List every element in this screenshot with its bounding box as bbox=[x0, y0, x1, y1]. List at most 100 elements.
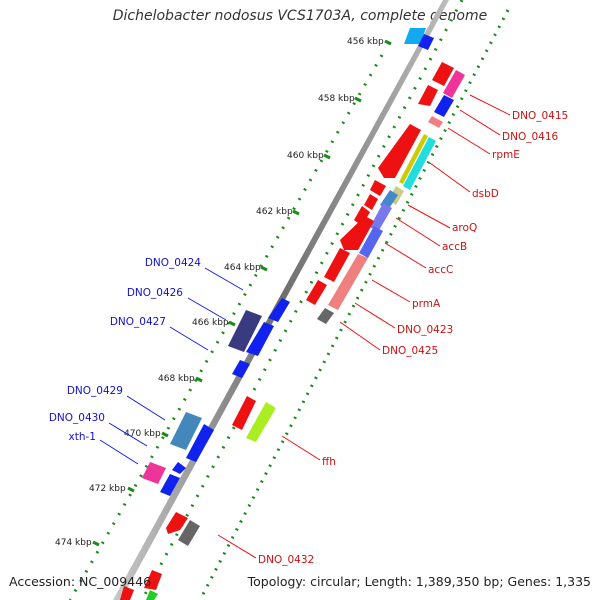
connector bbox=[169, 326, 209, 351]
gene-arrow[interactable] bbox=[170, 412, 202, 450]
connector bbox=[429, 162, 471, 193]
gene-label-xth-1[interactable]: xth-1 bbox=[69, 431, 96, 443]
gene-label-dno-0426[interactable]: DNO_0426 bbox=[127, 287, 183, 299]
ruler-tick-label: 474 kbp bbox=[55, 538, 92, 548]
gene-arrow[interactable] bbox=[142, 462, 166, 484]
gene-arrow[interactable] bbox=[246, 322, 274, 356]
ruler-tick-label: 456 kbp bbox=[347, 37, 384, 47]
ruler-tick bbox=[260, 265, 268, 272]
gene-arrow[interactable] bbox=[268, 298, 290, 322]
map-title: Dichelobacter nodosus VCS1703A, complete… bbox=[112, 8, 488, 24]
gene-label-dno-0415[interactable]: DNO_0415 bbox=[512, 110, 568, 122]
gene-arrow[interactable] bbox=[432, 62, 454, 86]
gene-label-dno-0424[interactable]: DNO_0424 bbox=[145, 257, 201, 269]
gene-arrow[interactable] bbox=[317, 308, 334, 324]
connector bbox=[99, 439, 139, 465]
ruler-tick-label: 458 kbp bbox=[318, 94, 355, 104]
gene-label-dno-0432[interactable]: DNO_0432 bbox=[258, 554, 314, 566]
gene-label-dno-0423[interactable]: DNO_0423 bbox=[397, 324, 453, 336]
gene-label-dno-0416[interactable]: DNO_0416 bbox=[502, 131, 558, 143]
gene-label-accb[interactable]: accB bbox=[442, 241, 467, 253]
gene-arrow[interactable] bbox=[443, 70, 465, 98]
gene-arrow[interactable] bbox=[399, 134, 428, 184]
ruler-tick bbox=[127, 486, 135, 493]
gene-arrow[interactable] bbox=[328, 254, 368, 310]
gene-arrow[interactable] bbox=[228, 310, 262, 352]
gene-arrow[interactable] bbox=[428, 116, 443, 128]
right-gene-labels: DNO_0415 DNO_0416 rpmE dsbD aroQ accB ac… bbox=[258, 110, 568, 566]
topology-text: Topology: circular; Length: 1,389,350 bp… bbox=[247, 574, 591, 589]
gene-arrow[interactable] bbox=[186, 424, 214, 462]
left-label-connectors bbox=[99, 267, 244, 465]
gene-arrow[interactable] bbox=[418, 85, 438, 106]
gene-label-dsbd[interactable]: dsbD bbox=[472, 188, 499, 200]
gene-arrow[interactable] bbox=[324, 248, 350, 282]
gene-arrow[interactable] bbox=[404, 28, 426, 44]
gene-arrow[interactable] bbox=[418, 34, 434, 50]
accession-text: Accession: NC_009446 bbox=[9, 574, 152, 589]
connector bbox=[339, 321, 381, 351]
ruler-tick bbox=[354, 96, 362, 103]
connector bbox=[395, 217, 441, 247]
gene-label-prma[interactable]: prmA bbox=[412, 298, 441, 310]
gene-arrow[interactable] bbox=[354, 206, 370, 226]
ruler-tick bbox=[92, 540, 100, 547]
gene-arrow[interactable] bbox=[178, 520, 200, 546]
ruler-ticks: 456 kbp 458 kbp 460 kbp 462 kbp 464 kbp … bbox=[55, 37, 392, 548]
ruler-tick-label: 470 kbp bbox=[124, 429, 161, 439]
gene-label-dno-0429[interactable]: DNO_0429 bbox=[67, 385, 123, 397]
ruler-tick bbox=[195, 376, 203, 383]
connector bbox=[384, 242, 427, 269]
ruler-tick-label: 472 kbp bbox=[89, 484, 126, 494]
gene-arrow[interactable] bbox=[403, 137, 436, 190]
ruler-tick bbox=[161, 431, 169, 438]
connector bbox=[407, 204, 451, 229]
ruler-tick-label: 466 kbp bbox=[192, 318, 229, 328]
gene-arrow[interactable] bbox=[120, 586, 134, 600]
gene-arrow[interactable] bbox=[160, 474, 180, 496]
connector bbox=[371, 279, 411, 303]
gene-label-dno-0430[interactable]: DNO_0430 bbox=[49, 412, 105, 424]
gene-arrow[interactable] bbox=[144, 570, 162, 590]
gene-label-dno-0425[interactable]: DNO_0425 bbox=[382, 345, 438, 357]
gene-arrow[interactable] bbox=[166, 512, 188, 534]
connector bbox=[459, 109, 501, 136]
ruler-tick-label: 464 kbp bbox=[224, 263, 261, 273]
connector bbox=[354, 302, 396, 329]
forward-strand-genes bbox=[120, 28, 465, 600]
gene-arrow[interactable] bbox=[370, 180, 386, 196]
gene-label-aroq[interactable]: aroQ bbox=[452, 222, 477, 234]
gene-arrow[interactable] bbox=[146, 590, 158, 600]
gene-arrow[interactable] bbox=[232, 360, 250, 378]
gene-arrow[interactable] bbox=[246, 402, 276, 442]
gene-label-accc[interactable]: accC bbox=[428, 264, 453, 276]
gene-arrow[interactable] bbox=[370, 203, 392, 232]
connector bbox=[217, 534, 257, 559]
connector bbox=[187, 297, 227, 321]
gene-arrow[interactable] bbox=[172, 462, 186, 474]
gene-label-rpme[interactable]: rpmE bbox=[492, 149, 520, 161]
ruler-tick bbox=[228, 320, 236, 327]
connector bbox=[204, 267, 244, 291]
ruler-tick bbox=[384, 39, 392, 46]
gene-arrow[interactable] bbox=[359, 226, 383, 258]
gene-label-ffh[interactable]: ffh bbox=[322, 456, 336, 468]
left-gene-labels: DNO_0424 DNO_0426 DNO_0427 DNO_0429 DNO_… bbox=[49, 257, 201, 443]
connector bbox=[281, 435, 321, 461]
gene-arrow[interactable] bbox=[364, 194, 378, 210]
gene-label-dno-0427[interactable]: DNO_0427 bbox=[110, 316, 166, 328]
connector bbox=[447, 127, 491, 155]
ruler-tick-label: 468 kbp bbox=[158, 374, 195, 384]
ruler-tick-label: 460 kbp bbox=[287, 151, 324, 161]
gene-arrow[interactable] bbox=[340, 216, 374, 250]
gene-arrow[interactable] bbox=[232, 396, 256, 430]
right-label-connectors bbox=[217, 94, 511, 559]
gene-arrow[interactable] bbox=[306, 280, 327, 305]
ruler-tick bbox=[323, 153, 331, 160]
gene-arrow[interactable] bbox=[434, 95, 454, 117]
ruler-tick-label: 462 kbp bbox=[256, 207, 293, 217]
gene-arrow[interactable] bbox=[378, 124, 421, 178]
connector bbox=[108, 422, 148, 447]
